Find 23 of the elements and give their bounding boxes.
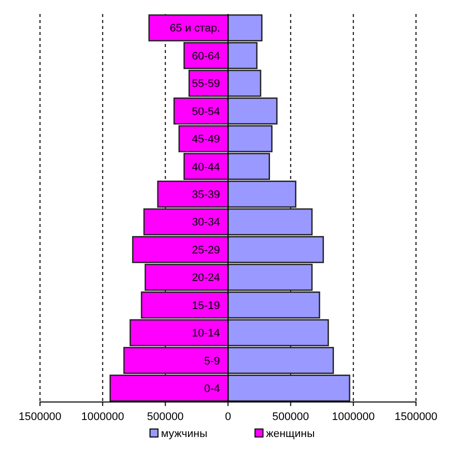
x-tick-label: 1500000 (18, 410, 62, 423)
y-tick-label: 65 и стар. (170, 22, 220, 35)
x-tick-label: 1500000 (394, 410, 438, 423)
y-tick-label: 10-14 (192, 328, 220, 340)
y-tick-label: 5-9 (204, 355, 220, 368)
legend-label: женщины (266, 428, 315, 440)
y-tick-label: 60-64 (192, 50, 220, 62)
y-tick-label: 55-59 (192, 78, 220, 90)
x-tick-label: 0 (224, 410, 232, 423)
x-tick-label: 1000000 (81, 410, 124, 423)
y-tick-label: 25-29 (192, 244, 220, 256)
y-tick-label: 0-4 (204, 382, 220, 395)
y-tick-label: 45-49 (192, 134, 220, 146)
y-tick-label: 50-54 (192, 106, 220, 118)
y-tick-label: 30-34 (192, 216, 220, 229)
y-tick-label: 40-44 (192, 161, 220, 174)
legend-label: мужчины (161, 428, 208, 440)
x-tick-label: 500000 (272, 410, 310, 423)
x-tick-label: 500000 (146, 410, 184, 423)
y-tick-label: 20-24 (192, 272, 220, 284)
y-tick-label: 15-19 (192, 300, 220, 312)
y-tick-label: 35-39 (192, 188, 220, 201)
x-tick-label: 1000000 (332, 410, 375, 423)
